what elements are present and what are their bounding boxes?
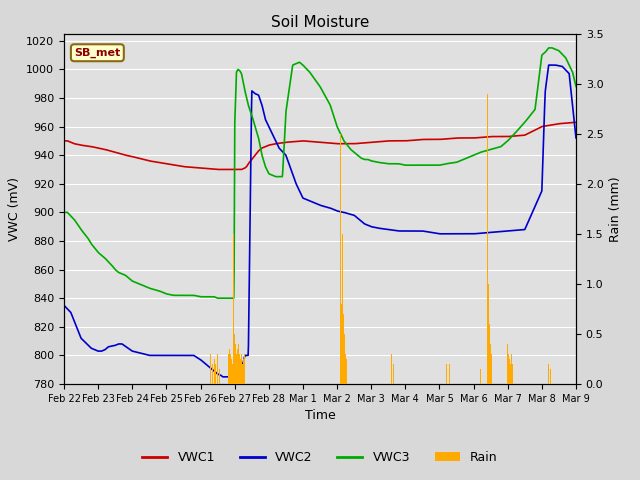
Bar [488, 284, 489, 384]
Bar [230, 354, 231, 384]
Bar [238, 344, 239, 384]
Bar [248, 354, 250, 384]
Bar [393, 364, 394, 384]
Bar [228, 354, 229, 384]
Bar [243, 359, 244, 384]
Bar [234, 334, 235, 384]
Bar [341, 304, 342, 384]
Y-axis label: VWC (mV): VWC (mV) [8, 177, 20, 241]
Bar [236, 354, 237, 384]
Y-axis label: Rain (mm): Rain (mm) [609, 176, 622, 241]
X-axis label: Time: Time [305, 409, 335, 422]
Legend: VWC1, VWC2, VWC3, Rain: VWC1, VWC2, VWC3, Rain [138, 446, 502, 469]
Bar [550, 369, 551, 384]
Bar [343, 314, 344, 384]
Bar [344, 334, 345, 384]
Bar [217, 354, 218, 384]
Bar [511, 354, 512, 384]
Bar [233, 234, 234, 384]
Bar [342, 234, 343, 384]
Bar [548, 364, 549, 384]
Bar [219, 369, 220, 384]
Bar [508, 354, 509, 384]
Bar [477, 359, 479, 384]
Bar [239, 354, 240, 384]
Bar [489, 324, 490, 384]
Bar [449, 364, 450, 384]
Bar [229, 349, 230, 384]
Bar [237, 349, 238, 384]
Title: Soil Moisture: Soil Moisture [271, 15, 369, 30]
Bar [487, 94, 488, 384]
Bar [510, 364, 511, 384]
Text: SB_met: SB_met [74, 48, 120, 58]
Bar [212, 364, 213, 384]
Bar [244, 354, 245, 384]
Bar [447, 369, 449, 384]
Bar [241, 354, 243, 384]
Bar [231, 359, 232, 384]
Bar [346, 359, 347, 384]
Bar [232, 364, 233, 384]
Bar [246, 334, 248, 384]
Bar [446, 364, 447, 384]
Bar [491, 354, 492, 384]
Bar [509, 359, 510, 384]
Bar [340, 134, 341, 384]
Bar [391, 354, 392, 384]
Bar [345, 354, 346, 384]
Bar [479, 369, 481, 384]
Bar [490, 344, 491, 384]
